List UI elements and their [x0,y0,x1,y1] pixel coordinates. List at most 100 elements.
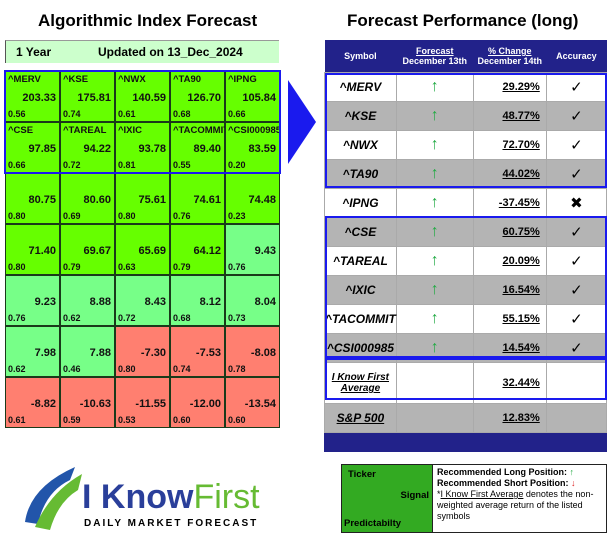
heatmap-cell: 75.61 0.80 [115,173,170,224]
legend-key: Ticker Signal Predictabilty [342,465,433,532]
updated-label: Updated on 13_Dec_2024 [98,45,243,59]
table-row: ^TACOMMIT ↑ 55.15% ✓ [324,304,608,334]
cell-value: 175.81 [77,92,111,104]
heatmap-cell: 74.61 0.76 [170,173,225,224]
cell-predictability: 0.56 [8,109,26,119]
cell-value: 89.40 [193,143,221,155]
cell-value: 140.59 [132,92,166,104]
table-row: ^KSE ↑ 48.77% ✓ [324,101,608,131]
up-arrow-icon: ↑ [395,275,474,305]
row-symbol: ^TACOMMIT [324,304,397,334]
heatmap-cell: 9.43 0.76 [225,224,280,275]
heatmap-cell: ^MERV 203.33 0.56 [5,71,60,122]
heatmap-cell: ^IXIC 93.78 0.81 [115,122,170,173]
row-symbol: ^TAREAL [324,246,397,276]
heatmap-cell: -7.30 0.80 [115,326,170,377]
cell-value: -10.63 [79,398,111,410]
cell-value: -11.55 [135,398,166,410]
cell-predictability: 0.68 [173,313,191,323]
accuracy-icon: ✓ [545,217,608,247]
col-accuracy: Accuracy [546,40,607,73]
row-symbol: ^CSI000985 [324,333,397,363]
cell-predictability: 0.62 [8,364,26,374]
heatmap-cell: 69.67 0.79 [60,224,115,275]
heatmap-cell: ^TACOMMIT 89.40 0.55 [170,122,229,173]
cell-predictability: 0.66 [228,109,246,119]
heatmap-cell: 80.75 0.80 [5,173,60,224]
up-arrow-icon: ↑ [395,217,474,247]
cell-value: 64.12 [193,245,221,257]
cell-predictability: 0.81 [118,160,136,170]
heatmap-cell: 7.88 0.46 [60,326,115,377]
cell-predictability: 0.60 [228,415,246,425]
row-symbol: ^TA90 [324,159,397,189]
row-symbol: ^IPNG [324,188,397,218]
cell-value: 203.33 [22,92,56,104]
row-change: 60.75% [472,217,547,247]
row-change: 55.15% [472,304,547,334]
heatmap-cell: 8.12 0.68 [170,275,225,326]
row-change: 48.77% [472,101,547,131]
heatmap-cell: 7.98 0.62 [5,326,60,377]
sp500-row: S&P 500 12.83% [324,403,608,433]
table-row: ^NWX ↑ 72.70% ✓ [324,130,608,160]
heatmap-cell: -10.63 0.59 [60,377,115,428]
heatmap-cell: -8.08 0.78 [225,326,280,377]
up-arrow-icon: ↑ [395,72,474,102]
sp500-change: 12.83% [472,403,547,433]
cell-predictability: 0.63 [118,262,136,272]
heatmap-cell: 80.60 0.69 [60,173,115,224]
row-symbol: ^MERV [324,72,397,102]
cell-value: 74.61 [193,194,221,206]
cell-ticker: ^CSE [8,125,34,136]
cell-value: -12.00 [189,398,221,410]
average-change: 32.44% [472,362,547,404]
heatmap-cell: -12.00 0.60 [170,377,225,428]
cell-predictability: 0.78 [228,364,246,374]
cell-value: 9.43 [254,245,276,257]
forecast-heatmap: ^MERV 203.33 0.56 ^KSE 175.81 0.74 ^NWX 140.59 0… [5,71,281,428]
cell-value: 94.22 [83,143,111,155]
change-header-bot: December 14th [477,56,543,66]
up-arrow-icon: ↑ [395,333,474,363]
cell-predictability: 0.76 [228,262,246,272]
legend-ticker: Ticker [348,469,376,480]
cell-value: 8.04 [254,296,276,308]
table-row: ^TA90 ↑ 44.02% ✓ [324,159,608,189]
cell-value: 8.88 [89,296,111,308]
period-label: 1 Year [16,45,52,59]
performance-table: Symbol Forecast December 13th % Change Dec… [324,40,608,452]
table-row: ^MERV ↑ 29.29% ✓ [324,72,608,102]
col-symbol: Symbol [324,40,397,73]
cell-predictability: 0.46 [63,364,81,374]
heatmap-cell: 9.23 0.76 [5,275,60,326]
table-row: ^CSE ↑ 60.75% ✓ [324,217,608,247]
accuracy-icon: ✓ [545,130,608,160]
cell-value: 8.12 [199,296,221,308]
row-symbol: ^IXIC [324,275,397,305]
legend-signal: Signal [400,490,429,501]
row-change: -37.45% [472,188,547,218]
cell-predictability: 0.61 [118,109,136,119]
table-footer [324,432,608,452]
row-change: 20.09% [472,246,547,276]
cell-predictability: 0.79 [63,262,81,272]
cell-value: 105.84 [242,92,276,104]
accuracy-icon: ✓ [545,246,608,276]
cell-ticker: ^IPNG [228,74,257,85]
accuracy-icon: ✓ [545,159,608,189]
heatmap-cell: ^IPNG 105.84 0.66 [225,71,280,122]
cell-value: 9.23 [34,296,56,308]
note-link: I Know First Average [440,489,524,499]
cell-predictability: 0.59 [63,415,81,425]
cell-predictability: 0.66 [8,160,26,170]
row-symbol: ^NWX [324,130,397,160]
pointer-arrow-icon [288,80,316,164]
row-change: 16.54% [472,275,547,305]
right-title: Forecast Performance (long) [347,11,579,30]
cell-ticker: ^TACOMMIT [173,125,230,136]
logo-tagline: Daily Market Forecast [84,518,259,529]
up-arrow-icon: ↑ [395,159,474,189]
cell-value: 83.59 [248,143,276,155]
up-arrow-icon: ↑ [395,101,474,131]
